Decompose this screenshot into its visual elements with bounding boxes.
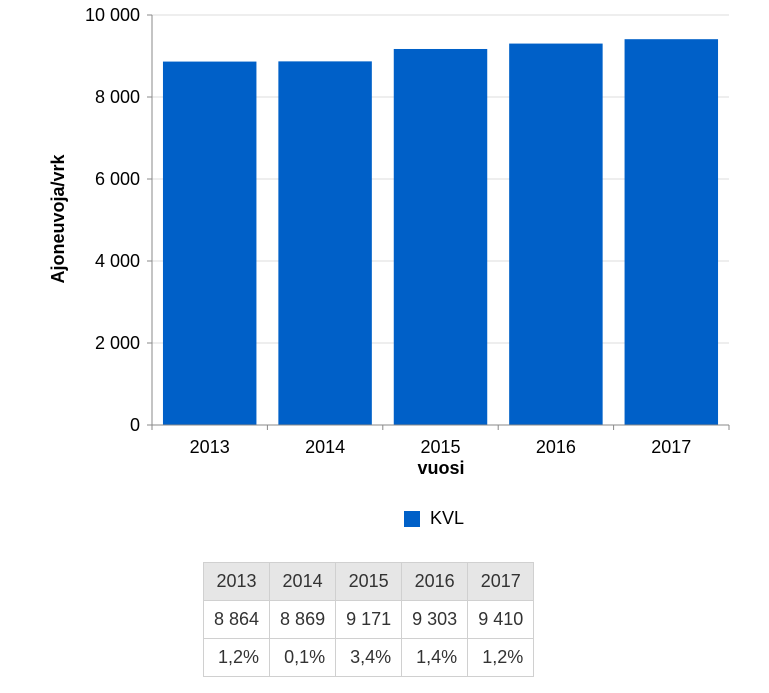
legend-label-kvl: KVL: [430, 508, 465, 528]
table-cell: 0,1%: [269, 638, 337, 677]
bar-2017[interactable]: [624, 39, 719, 425]
table-header-cell: 2013: [202, 562, 271, 601]
table-row: 8 864 8 869 9 171 9 303 9 410: [202, 600, 535, 639]
table-cell: 1,2%: [467, 638, 535, 677]
legend-swatch-kvl: [404, 510, 420, 527]
table-cell: 8 869: [269, 600, 337, 639]
bar-2014[interactable]: [278, 61, 372, 425]
x-tick-label: 2017: [651, 437, 691, 457]
table-cell: 9 303: [401, 600, 469, 639]
table-header-cell: 2015: [335, 562, 403, 601]
bar-2016[interactable]: [509, 43, 603, 426]
y-axis-title: Ajoneuvoja/vrk: [48, 153, 68, 283]
x-tick-label: 2013: [190, 437, 230, 457]
y-tick-label: 6 000: [95, 169, 140, 189]
bar-2013[interactable]: [162, 61, 257, 426]
x-tick-label: 2014: [305, 437, 345, 457]
axes: 0 2 000 4 000 6 000 8 000 10 000 2013 2014 2015 2…: [85, 5, 730, 457]
bar-2015[interactable]: [393, 48, 488, 425]
y-tick-label: 10 000: [85, 5, 140, 25]
table-header-cell: 2016: [401, 562, 469, 601]
table-cell: 9 410: [467, 600, 535, 639]
x-tick-label: 2016: [536, 437, 576, 457]
x-tick-label: 2015: [420, 437, 460, 457]
table-cell: 1,4%: [401, 638, 469, 677]
table-header-cell: 2014: [269, 562, 337, 601]
bar-chart: 0 2 000 4 000 6 000 8 000 10 000 2013 2014 2015 2…: [48, 5, 730, 478]
bars: [162, 39, 719, 426]
table-cell: 1,2%: [202, 638, 271, 677]
y-tick-label: 8 000: [95, 87, 140, 107]
y-tick-label: 0: [130, 415, 140, 435]
table-header-row: 2013 2014 2015 2016 2017: [202, 562, 535, 601]
table-row: 1,2% 0,1% 3,4% 1,4% 1,2%: [202, 638, 535, 677]
table-cell: 9 171: [335, 600, 403, 639]
data-table: 2013 2014 2015 2016 2017 8 864 8 869 9 1…: [202, 562, 535, 677]
y-tick-label: 4 000: [95, 251, 140, 271]
y-tick-label: 2 000: [95, 333, 140, 353]
x-axis-title: vuosi: [417, 458, 464, 478]
table-header-cell: 2017: [467, 562, 535, 601]
legend[interactable]: KVL: [404, 508, 464, 529]
table-cell: 3,4%: [335, 638, 403, 677]
table-cell: 8 864: [202, 600, 271, 639]
